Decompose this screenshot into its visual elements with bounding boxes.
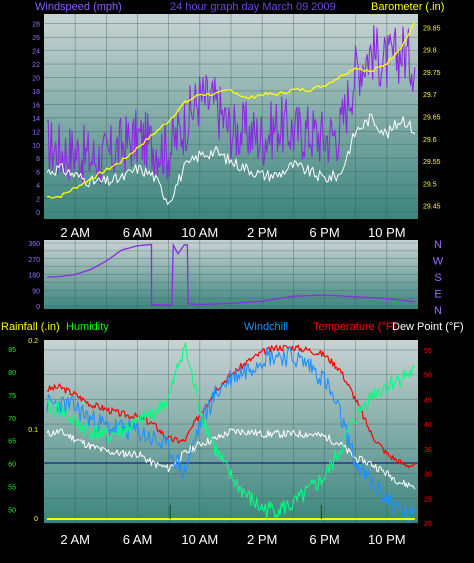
- direction-tick-270: 270: [28, 257, 40, 264]
- windspeed-tick-10: 10: [32, 143, 40, 150]
- grid-1: [44, 14, 418, 219]
- rainfall-axis-title: Rainfall (.in): [1, 321, 60, 333]
- temperature-tick-55: 55: [424, 348, 432, 355]
- temperature-tick-45: 45: [424, 397, 432, 404]
- series-1: [46, 22, 416, 205]
- series-3: [46, 342, 416, 523]
- windspeed-tick-22: 22: [32, 62, 40, 69]
- series-barometer: [47, 22, 416, 199]
- windspeed-tick-24: 24: [32, 49, 40, 56]
- windspeed-tick-28: 28: [32, 22, 40, 29]
- series-temperature: [46, 344, 416, 469]
- windspeed-tick-20: 20: [32, 76, 40, 83]
- humidity-tick-50: 50: [8, 507, 16, 514]
- hour-tick-4: 6 PM: [309, 225, 339, 240]
- windspeed-tick-0: 0: [36, 210, 40, 217]
- barometer-tick-29.55: 29.55: [423, 159, 441, 166]
- hour-tick-1: 6 AM: [123, 225, 153, 240]
- windspeed-tick-12: 12: [32, 129, 40, 136]
- humidity-tick-70: 70: [8, 416, 16, 423]
- barometer-tick-29.85: 29.85: [423, 25, 441, 32]
- temperature-tick-25: 25: [424, 496, 432, 503]
- windspeed-tick-2: 2: [36, 197, 40, 204]
- temperature-tick-30: 30: [424, 472, 432, 479]
- direction-letter-1: W: [433, 256, 444, 268]
- hour-tick-3: 2 PM: [247, 225, 277, 240]
- rain-tick-1: 0.1: [28, 427, 38, 434]
- humidity-tick-85: 85: [8, 347, 16, 354]
- hour-tick-bottom-2: 10 AM: [181, 532, 218, 547]
- panel-wind-barometer: 024681012141618202224262829.4529.529.552…: [32, 14, 441, 240]
- humidity-tick-60: 60: [8, 462, 16, 469]
- rain-tick-0: 0: [34, 516, 38, 523]
- humidity-tick-80: 80: [8, 370, 16, 377]
- windspeed-tick-8: 8: [36, 156, 40, 163]
- humidity-tick-55: 55: [8, 484, 16, 491]
- temperature-tick-50: 50: [424, 373, 432, 380]
- hour-tick-bottom-5: 10 PM: [368, 532, 406, 547]
- windspeed-tick-4: 4: [36, 183, 40, 190]
- barometer-tick-29.7: 29.7: [423, 92, 437, 99]
- humidity-tick-75: 75: [8, 393, 16, 400]
- direction-letter-4: N: [434, 305, 442, 317]
- series-humidity: [46, 342, 416, 519]
- windspeed-tick-14: 14: [32, 116, 40, 123]
- hour-tick-5: 10 PM: [368, 225, 406, 240]
- hour-tick-bottom-1: 6 AM: [123, 532, 153, 547]
- barometer-tick-29.75: 29.75: [423, 70, 441, 77]
- hour-tick-0: 2 AM: [60, 225, 90, 240]
- barometer-tick-29.6: 29.6: [423, 137, 437, 144]
- grid-2: [44, 240, 418, 309]
- barometer-tick-29.8: 29.8: [423, 48, 437, 55]
- barometer-axis-title: Barometer (.in): [371, 1, 444, 13]
- hour-tick-bottom-4: 6 PM: [309, 532, 339, 547]
- barometer-tick-29.65: 29.65: [423, 115, 441, 122]
- windspeed-tick-6: 6: [36, 170, 40, 177]
- axes-3: 50 55 60 65 70 75 80 85 0 0.1 0.2 20 25 30 35 40 45 50 55 2…: [8, 338, 432, 547]
- rain-tick-2: 0.2: [28, 338, 38, 345]
- direction-tick-360: 360: [28, 241, 40, 248]
- humidity-tick-65: 65: [8, 439, 16, 446]
- direction-tick-0: 0: [36, 304, 40, 311]
- barometer-tick-29.45: 29.45: [423, 204, 441, 211]
- hour-tick-bottom-0: 2 AM: [60, 532, 90, 547]
- dewpoint-axis-title: Dew Point (°F): [392, 321, 464, 333]
- direction-tick-90: 90: [32, 288, 40, 295]
- series-wind-avg: [46, 113, 416, 205]
- graph-title: 24 hour graph day March 09 2009: [170, 1, 336, 13]
- temperature-tick-40: 40: [424, 422, 432, 429]
- series-2: [47, 242, 415, 306]
- axes-1: 024681012141618202224262829.4529.529.552…: [32, 22, 440, 240]
- temperature-tick-20: 20: [424, 521, 432, 528]
- windchill-axis-title: Windchill: [244, 321, 288, 333]
- windspeed-tick-18: 18: [32, 89, 40, 96]
- windspeed-axis-title: Windspeed (mph): [35, 1, 122, 13]
- direction-tick-180: 180: [28, 273, 40, 280]
- panel-temperature-humidity: 50 55 60 65 70 75 80 85 0 0.1 0.2 20 25 30 35 40 45 50 55 2…: [8, 338, 432, 547]
- series-windspeed: [46, 25, 416, 185]
- series-windchill: [46, 346, 416, 523]
- series-wind-direction: [47, 242, 415, 306]
- humidity-axis-title: Humidity: [66, 321, 109, 333]
- hour-tick-bottom-3: 2 PM: [247, 532, 277, 547]
- temperature-tick-35: 35: [424, 447, 432, 454]
- barometer-tick-29.5: 29.5: [423, 181, 437, 188]
- direction-letter-2: S: [434, 272, 441, 284]
- direction-letter-3: E: [434, 289, 441, 301]
- windspeed-tick-26: 26: [32, 35, 40, 42]
- temperature-axis-title: Temperature (°F): [313, 321, 396, 333]
- direction-letter-0: N: [434, 239, 442, 251]
- windspeed-tick-16: 16: [32, 102, 40, 109]
- hour-tick-2: 10 AM: [181, 225, 218, 240]
